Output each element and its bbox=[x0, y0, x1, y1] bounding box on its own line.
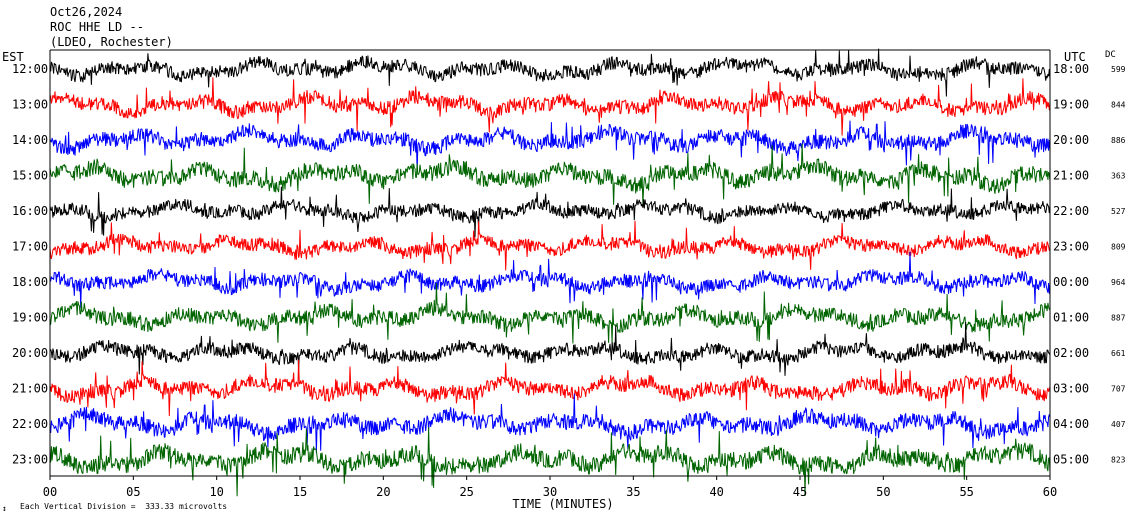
dc-column-label: DC bbox=[1105, 50, 1116, 60]
header-date: Oct26,2024 bbox=[50, 5, 122, 19]
x-tick-label: 15 bbox=[293, 485, 307, 499]
dc-value: 363 bbox=[1111, 172, 1126, 181]
trace-row-2300 bbox=[49, 426, 1051, 497]
right-timezone-label: UTC bbox=[1064, 50, 1086, 64]
trace-row-1900 bbox=[49, 283, 1051, 344]
trace-layer bbox=[49, 48, 1051, 497]
left-time-label: 14:00 bbox=[12, 133, 48, 147]
left-time-label: 12:00 bbox=[12, 62, 48, 76]
x-tick-label: 25 bbox=[459, 485, 473, 499]
dc-value: 964 bbox=[1111, 278, 1126, 287]
right-time-label: 23:00 bbox=[1053, 240, 1089, 254]
trace-row-1300 bbox=[49, 77, 1051, 136]
left-timezone-label: EST bbox=[2, 50, 24, 64]
right-time-label: 04:00 bbox=[1053, 417, 1089, 431]
trace-row-1800 bbox=[49, 251, 1051, 309]
x-tick-label: 45 bbox=[793, 485, 807, 499]
right-time-label: 18:00 bbox=[1053, 62, 1089, 76]
dc-value: 707 bbox=[1111, 385, 1126, 394]
right-time-label: 19:00 bbox=[1053, 98, 1089, 112]
trace-row-1400 bbox=[49, 120, 1051, 172]
left-time-label: 22:00 bbox=[12, 417, 48, 431]
x-tick-label: 40 bbox=[709, 485, 723, 499]
right-time-label: 05:00 bbox=[1053, 453, 1089, 467]
left-time-label: 20:00 bbox=[12, 346, 48, 360]
dc-value: 599 bbox=[1111, 65, 1126, 74]
dc-value: 661 bbox=[1111, 349, 1126, 358]
header-station: ROC HHE LD -- bbox=[50, 20, 144, 34]
trace-row-2200 bbox=[49, 393, 1051, 454]
left-time-label: 21:00 bbox=[12, 382, 48, 396]
left-time-label: 18:00 bbox=[12, 275, 48, 289]
trace-row-1500 bbox=[49, 143, 1051, 205]
trace-row-2000 bbox=[49, 322, 1051, 376]
x-tick-label: 35 bbox=[626, 485, 640, 499]
x-tick-label: 00 bbox=[43, 485, 57, 499]
left-time-label: 13:00 bbox=[12, 98, 48, 112]
right-time-label: 01:00 bbox=[1053, 311, 1089, 325]
trace-row-2100 bbox=[49, 359, 1051, 417]
x-tick-label: 20 bbox=[376, 485, 390, 499]
left-time-label: 16:00 bbox=[12, 204, 48, 218]
right-time-label: 03:00 bbox=[1053, 382, 1089, 396]
left-time-label: 23:00 bbox=[12, 453, 48, 467]
right-time-label: 02:00 bbox=[1053, 346, 1089, 360]
scale-note: Each Vertical Division = 333.33 microvol… bbox=[20, 502, 227, 511]
left-time-label: 15:00 bbox=[12, 169, 48, 183]
trace-row-1600 bbox=[49, 186, 1051, 238]
dc-value: 823 bbox=[1111, 456, 1126, 465]
x-tick-label: 55 bbox=[959, 485, 973, 499]
label-layer: Oct26,2024 ROC HHE LD -- (LDEO, Rocheste… bbox=[2, 5, 1126, 513]
dc-value: 527 bbox=[1111, 207, 1126, 216]
x-tick-label: 60 bbox=[1043, 485, 1057, 499]
x-tick-label: 50 bbox=[876, 485, 890, 499]
right-time-label: 20:00 bbox=[1053, 133, 1089, 147]
x-tick-label: 05 bbox=[126, 485, 140, 499]
dc-value: 844 bbox=[1111, 101, 1126, 110]
dc-value: 809 bbox=[1111, 243, 1126, 252]
dc-value: 407 bbox=[1111, 420, 1126, 429]
left-time-label: 17:00 bbox=[12, 240, 48, 254]
right-time-label: 21:00 bbox=[1053, 169, 1089, 183]
x-tick-label: 30 bbox=[543, 485, 557, 499]
right-time-label: 00:00 bbox=[1053, 275, 1089, 289]
scale-arrow-icon: ↕ bbox=[2, 504, 7, 513]
dc-value: 886 bbox=[1111, 136, 1126, 145]
trace-row-1700 bbox=[49, 220, 1051, 271]
header-network: (LDEO, Rochester) bbox=[50, 35, 173, 49]
trace-row-1200 bbox=[49, 48, 1051, 97]
right-time-label: 22:00 bbox=[1053, 204, 1089, 218]
dc-value: 887 bbox=[1111, 314, 1126, 323]
x-axis-title: TIME (MINUTES) bbox=[512, 497, 613, 511]
left-time-label: 19:00 bbox=[12, 311, 48, 325]
x-tick-label: 10 bbox=[209, 485, 223, 499]
plot-frame bbox=[49, 49, 1051, 480]
